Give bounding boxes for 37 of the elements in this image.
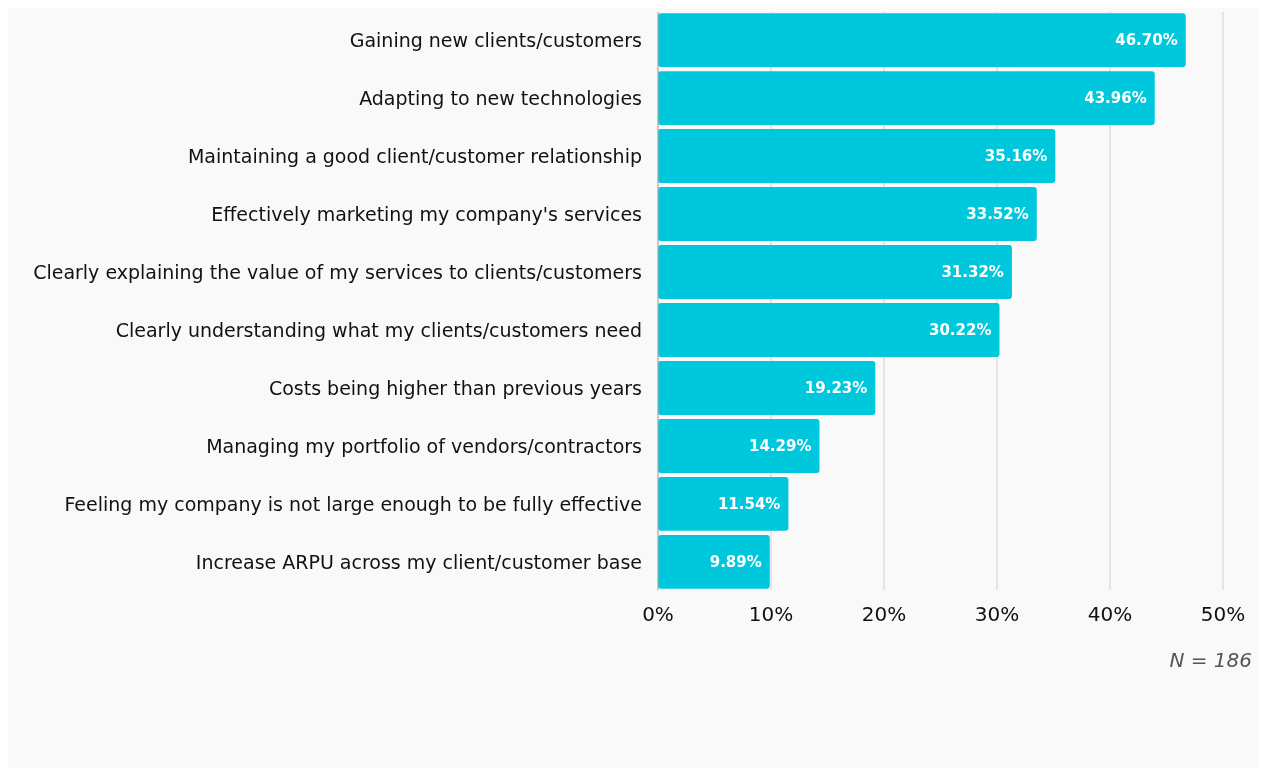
bar [658,71,1155,126]
bar [658,534,770,589]
bar [658,361,876,415]
y-tick-label: Costs being higher than previous years [268,376,642,399]
bar [658,245,1012,299]
data-label: 31.32% [941,263,1004,282]
y-tick-label: Gaining new clients/customers [349,28,642,51]
x-tick-label: 20% [861,602,907,626]
bar [658,129,1056,184]
y-tick-label: Feeling my company is not large enough to be fully effective [64,492,642,515]
data-label: 30.22% [929,321,992,340]
y-tick-label: Clearly explaining the value of my services to clients/customers [33,260,642,283]
y-tick-label: Increase ARPU across my client/customer base [195,550,642,573]
data-label: 43.96% [1084,89,1147,108]
data-label: 46.70% [1115,31,1178,50]
data-label: 11.54% [717,495,781,514]
data-label: 9.89% [709,553,762,572]
data-label: 33.52% [966,205,1029,224]
data-label: 19.23% [804,379,868,398]
y-tick-label: Maintaining a good client/customer relationship [187,144,642,167]
bar [658,303,1000,357]
data-label: 14.29% [748,437,812,456]
bar [658,418,820,473]
data-label: 35.16% [984,147,1048,166]
y-tick-label: Managing my portfolio of vendors/contractors [206,434,642,457]
x-tick-label: 50% [1200,602,1246,626]
y-tick-label: Adapting to new technologies [359,86,642,109]
y-tick-label: Effectively marketing my company's services [211,202,642,225]
x-tick-label: 30% [974,602,1020,626]
text: N = 186 [1169,648,1252,672]
y-tick-label: Clearly understanding what my clients/customers need [115,318,642,341]
bar [658,187,1037,241]
x-tick-label: 10% [748,602,794,626]
x-tick-label: 40% [1087,602,1133,626]
x-tick-label: 0% [642,602,674,626]
bar [658,13,1186,68]
bar [658,476,789,531]
